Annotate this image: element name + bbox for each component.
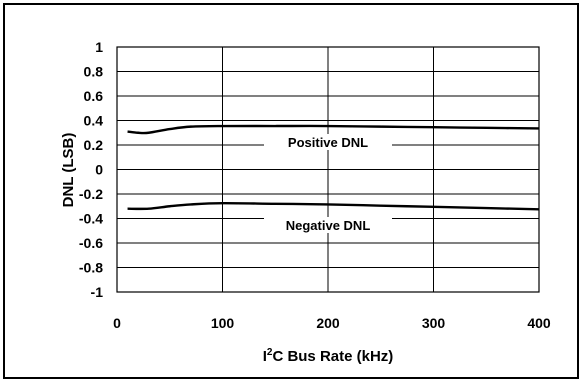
y-axis-label: DNL (LSB): [60, 133, 77, 208]
x-tick-label: 300: [422, 315, 446, 331]
x-tick-label: 100: [211, 315, 235, 331]
x-axis-label-superscript: 2: [267, 347, 273, 358]
negative-dnl-annotation: Negative DNL: [286, 218, 371, 233]
y-tick-label: 0.6: [84, 88, 104, 104]
y-tick-label: -0.4: [79, 211, 103, 227]
x-axis-label-main: I: [263, 348, 267, 365]
positive-dnl-line: [127, 124, 540, 135]
x-tick-label: 400: [527, 315, 551, 331]
plot-area: [116, 46, 540, 293]
x-axis-label-rest: C Bus Rate (kHz): [272, 348, 393, 365]
y-tick-label: 0.2: [84, 137, 104, 153]
y-tick-label: 0.4: [84, 113, 104, 129]
plot-border: [116, 46, 540, 293]
y-tick-label: -0.8: [79, 260, 103, 276]
x-tick-label: 200: [316, 315, 340, 331]
x-tick-label: 0: [113, 315, 121, 331]
chart-frame: [3, 3, 579, 379]
x-axis-label: I2C Bus Rate (kHz): [263, 347, 394, 365]
annotation-background: [264, 134, 392, 150]
y-tick-labels: 1 0.8 0.6 0.4 0.2 0 -0.2 -0.4 -0.6 -0.8 -1: [79, 39, 103, 300]
y-tick-label: 1: [95, 39, 103, 55]
y-tick-label: 0.8: [84, 64, 104, 80]
y-tick-label: 0: [95, 162, 103, 178]
positive-dnl-annotation: Positive DNL: [288, 135, 368, 150]
series-lines: [127, 124, 540, 211]
negative-dnl-line: [127, 201, 540, 211]
x-tick-labels: 0 100 200 300 400: [113, 315, 551, 331]
y-tick-label: -0.2: [79, 186, 103, 202]
y-tick-label: -1: [91, 284, 104, 300]
grid: [116, 46, 540, 293]
y-tick-label: -0.6: [79, 235, 103, 251]
annotation-background: [264, 217, 392, 233]
annotations: Positive DNL Negative DNL: [264, 134, 392, 233]
